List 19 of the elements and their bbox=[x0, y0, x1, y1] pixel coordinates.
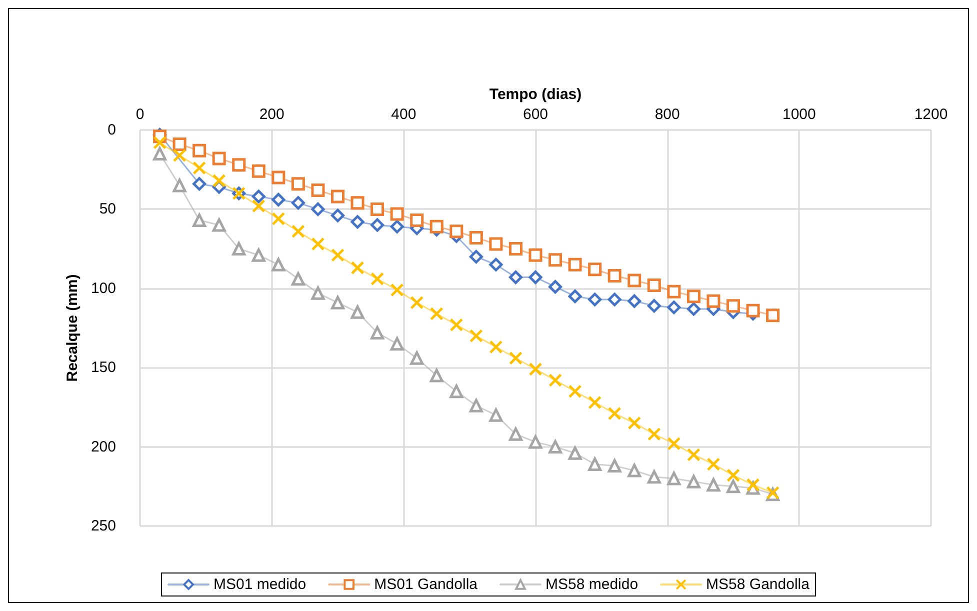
x-tick-label: 0 bbox=[136, 106, 144, 123]
x-tick-label: 200 bbox=[259, 106, 284, 123]
x-tick-label: 1200 bbox=[914, 106, 948, 123]
x-tick-label: 400 bbox=[391, 106, 416, 123]
x-tick-label: 800 bbox=[654, 106, 680, 123]
legend-label: MS58 Gandolla bbox=[706, 576, 810, 593]
y-axis-title: Recalque (mm) bbox=[64, 274, 82, 382]
legend-label: MS01 Gandolla bbox=[374, 576, 478, 593]
legend-label: MS01 medido bbox=[214, 576, 306, 593]
y-tick-label: 50 bbox=[99, 200, 116, 218]
y-tick-label: 200 bbox=[90, 438, 116, 456]
x-tick-label: 600 bbox=[522, 106, 548, 123]
x-axis-title: Tempo (dias) bbox=[489, 86, 582, 103]
legend-label: MS58 medido bbox=[546, 576, 638, 593]
y-tick-label: 0 bbox=[108, 122, 116, 138]
y-tick-label: 100 bbox=[90, 280, 116, 297]
y-tick-label: 250 bbox=[90, 518, 116, 534]
x-tick-label: 1000 bbox=[782, 106, 816, 123]
y-tick-label: 150 bbox=[90, 359, 116, 376]
